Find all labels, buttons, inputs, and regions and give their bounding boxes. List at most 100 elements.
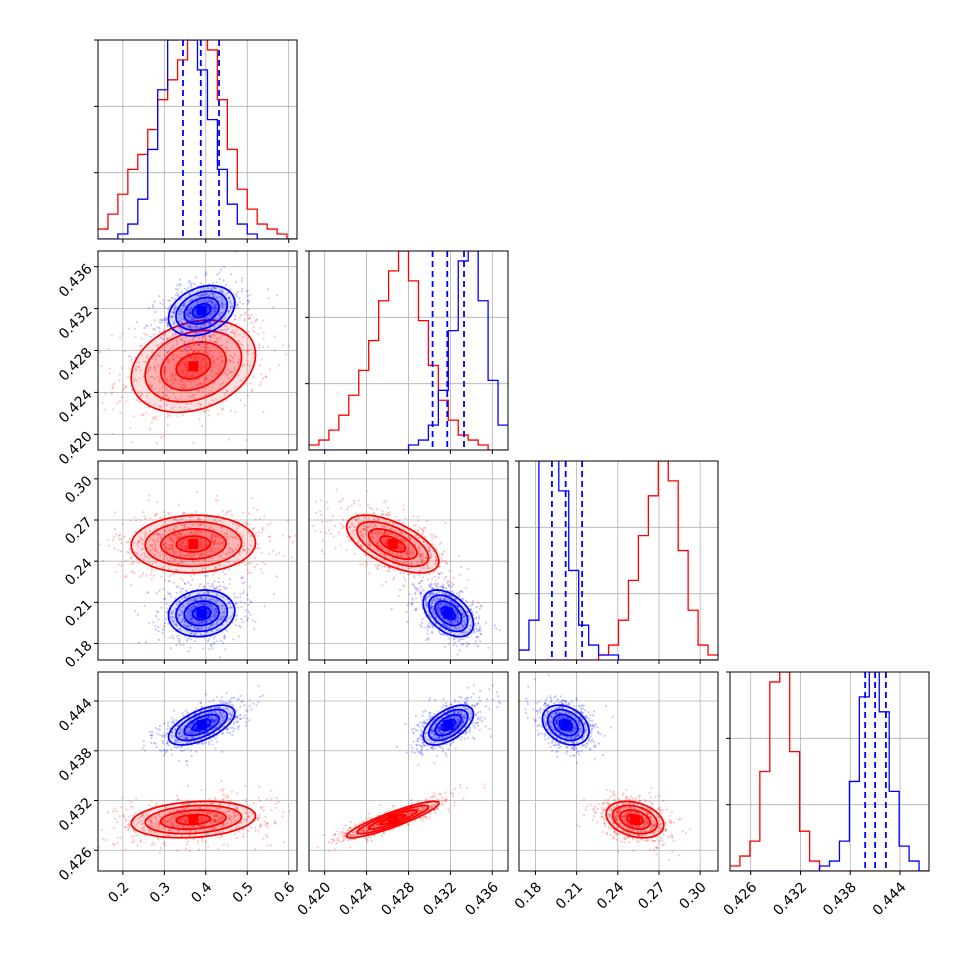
sample-point — [376, 532, 379, 535]
sample-point — [171, 372, 174, 375]
sample-point — [112, 408, 115, 411]
sample-point — [150, 385, 153, 389]
sample-point — [230, 606, 233, 609]
sample-point — [130, 800, 133, 804]
sample-point — [430, 553, 433, 556]
sample-point — [225, 535, 228, 538]
sample-point — [121, 523, 125, 526]
sample-point — [232, 638, 235, 641]
sample-point — [390, 607, 393, 611]
sample-point — [187, 313, 190, 316]
sample-point — [426, 624, 429, 627]
sample-point — [188, 312, 191, 315]
sample-point — [226, 844, 229, 847]
sample-point — [217, 580, 220, 584]
sample-point — [243, 404, 246, 407]
sample-point — [176, 849, 179, 852]
sample-point — [419, 553, 422, 557]
sample-point — [171, 358, 175, 361]
sample-point — [223, 607, 227, 610]
sample-point — [271, 306, 274, 309]
sample-point — [361, 534, 364, 537]
sample-point — [203, 293, 206, 296]
sample-point — [291, 541, 294, 544]
sample-point — [493, 624, 496, 627]
sample-point — [353, 553, 357, 556]
sample-point — [154, 514, 157, 518]
sample-point — [403, 539, 406, 543]
sample-point — [380, 552, 383, 555]
sample-point — [178, 609, 182, 612]
sample-point — [212, 363, 216, 366]
sample-point — [201, 569, 204, 572]
sample-point — [135, 369, 138, 372]
sample-point — [210, 549, 213, 552]
sample-point — [162, 588, 165, 591]
sample-point — [231, 549, 235, 552]
sample-point — [220, 526, 223, 529]
sample-point — [165, 386, 168, 389]
sample-point — [208, 605, 211, 609]
sample-point — [188, 308, 191, 311]
sample-point — [184, 847, 187, 850]
sample-point — [417, 582, 421, 585]
sample-point — [196, 627, 199, 631]
sample-point — [290, 556, 294, 559]
sample-point — [167, 397, 171, 400]
sample-point — [238, 563, 241, 566]
sample-point — [186, 345, 189, 348]
sample-point — [128, 548, 131, 551]
sample-point — [223, 532, 226, 536]
sample-point — [144, 553, 147, 556]
sample-point — [203, 592, 206, 595]
sample-point — [197, 300, 200, 303]
sample-point — [176, 354, 179, 357]
sample-point — [219, 618, 222, 621]
sample-point — [218, 563, 221, 566]
sample-point — [186, 308, 189, 311]
sample-point — [178, 613, 181, 617]
sample-point — [385, 541, 388, 545]
sample-point — [455, 592, 459, 595]
sample-point — [365, 547, 368, 550]
sample-point — [220, 320, 223, 323]
sample-point — [217, 548, 220, 551]
sample-point — [265, 833, 268, 837]
sample-point — [245, 523, 248, 526]
sample-point — [435, 562, 438, 565]
sample-point — [136, 834, 139, 837]
sample-point — [214, 566, 217, 569]
sample-point — [364, 528, 368, 532]
sample-point — [100, 364, 103, 367]
sample-point — [362, 527, 366, 531]
sample-point — [214, 607, 217, 611]
sample-point — [178, 640, 181, 644]
sample-point — [378, 529, 381, 532]
sample-point — [190, 531, 193, 534]
sample-point — [122, 814, 125, 817]
sample-point — [221, 789, 224, 792]
sample-point — [161, 303, 165, 306]
sample-point — [365, 554, 368, 557]
sample-point — [132, 814, 135, 817]
sample-point — [162, 341, 165, 344]
sample-point — [182, 369, 185, 372]
sample-point — [225, 389, 228, 393]
sample-point — [172, 548, 175, 551]
sample-point — [215, 628, 218, 631]
sample-point — [146, 325, 149, 328]
sample-point — [228, 309, 231, 312]
sample-point — [233, 318, 236, 321]
sample-point — [225, 532, 228, 535]
sample-point — [427, 637, 430, 640]
sample-point — [149, 516, 152, 519]
sample-point — [202, 382, 205, 385]
sample-point — [208, 603, 211, 606]
sample-point — [243, 313, 246, 316]
sample-point — [421, 576, 425, 579]
sample-point — [289, 535, 292, 539]
sample-point — [249, 534, 252, 538]
sample-point — [199, 518, 202, 521]
sample-point — [157, 335, 160, 338]
sample-point — [191, 621, 194, 624]
